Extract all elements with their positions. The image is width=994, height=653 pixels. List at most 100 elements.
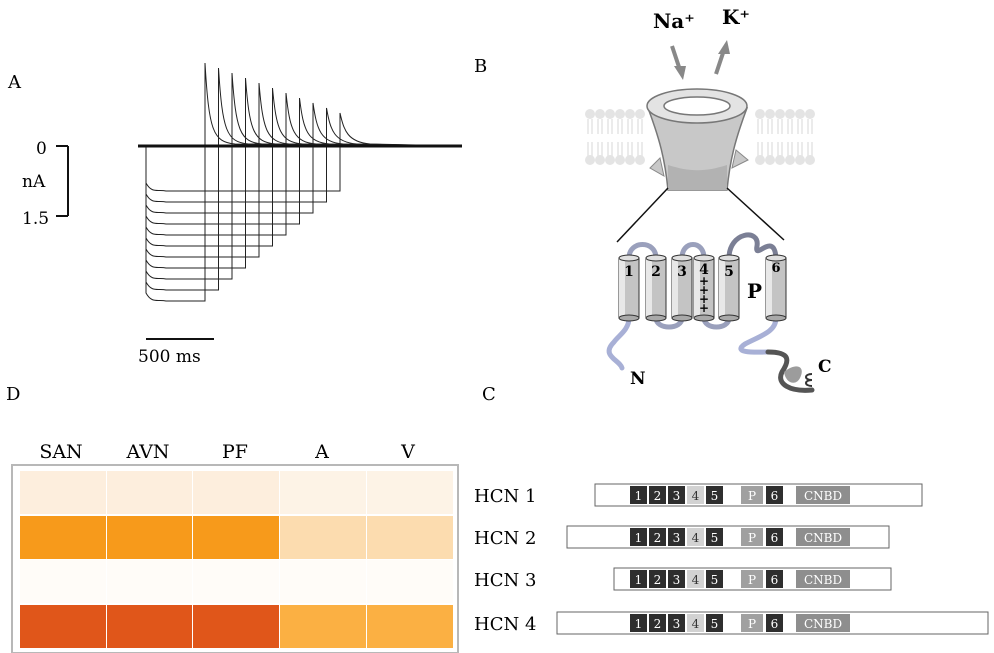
segment-box [668,528,685,546]
heatmap-cell [367,560,453,603]
time-scale-bar: 500 ms [138,338,214,367]
panel-a-label: A [7,72,22,93]
voltage-sensor-charge: + [699,283,709,297]
helix-number: 6 [771,261,780,276]
panel-c-label: C [482,384,496,405]
heatmap-cell [193,516,279,559]
segment-6-box [766,614,783,632]
segment-box [687,486,704,504]
heatmap-cell [107,516,192,559]
scale-unit-label: nA [22,172,46,192]
heatmap-cell [367,471,453,514]
heatmap-cell [193,605,279,648]
heatmap-cell [107,471,192,514]
heatmap-cell [280,605,366,648]
current-trace [145,97,463,225]
pore-label: P [748,617,756,631]
segment-box [649,528,666,546]
segment-number: 5 [711,617,719,631]
segment-box [630,570,647,588]
pore-label: P [748,531,756,545]
segment-6-box [766,486,783,504]
segment-box [706,570,723,588]
expression-heatmap: SAN AVN PF A V [11,441,459,653]
helix-number: 1 [624,264,634,280]
heatmap-column-label: SAN [39,441,82,463]
pore-label: P [748,573,756,587]
current-trace [145,102,463,214]
hcn-channel-pore [646,88,749,191]
segment-number: 3 [673,573,681,587]
helix-segment-4: 4++++ [693,254,715,322]
scale-top-label: 0 [36,139,47,159]
segment-box [687,614,704,632]
pore-loop-label: P [747,279,762,303]
helix-number: 5 [724,264,734,280]
cnbd-label: CNBD [804,531,842,545]
current-trace [145,77,463,269]
current-trace [145,67,463,291]
hcn-isoform-row: HCN 3 1 2 3 4 5 P 6 CNBD [474,567,892,591]
cnbd-box [796,570,850,588]
segment-box [706,528,723,546]
sodium-ion-label: Na⁺ [653,9,695,33]
pore-box [741,614,763,632]
helix-segment-2: 2 [645,254,667,322]
cnbd-label: CNBD [804,489,842,503]
segment-box [630,528,647,546]
segment-number: 6 [771,531,779,545]
potassium-ion-label: K⁺ [722,5,750,29]
segment-number: 6 [771,489,779,503]
segment-box [687,528,704,546]
helix-segment-1: 1 [618,254,640,322]
segment-box [668,486,685,504]
heatmap-cell [280,560,366,603]
cnbd-box [796,528,850,546]
current-trace [145,107,463,203]
current-trace [145,92,463,236]
heatmap-cell [367,516,453,559]
segment-number: 2 [654,573,662,587]
heatmap-cell [107,560,192,603]
lipid-bilayer [585,109,815,165]
segment-number: 2 [654,617,662,631]
transmembrane-segments: 1 2 3 4++++5 6 [618,254,787,322]
helix-number: 2 [651,264,661,280]
segment-number: 1 [635,489,643,503]
segment-number: 4 [692,617,700,631]
scale-bottom-label: 1.5 [22,209,49,229]
segment-box [630,614,647,632]
segment-number: 3 [673,531,681,545]
segment-number: 6 [771,573,779,587]
heatmap-cell [193,560,279,603]
segment-number: 5 [711,489,719,503]
cnbd-box [796,486,850,504]
segment-number: 3 [673,617,681,631]
heatmap-column-label: PF [222,441,248,463]
cnbd-label: CNBD [804,617,842,631]
segment-6-box [766,528,783,546]
transmembrane-topology [606,232,815,393]
voltage-sensor-charge: + [699,274,709,288]
zoom-guide-lines [616,187,785,243]
voltage-sensor-charge: + [699,292,709,306]
pore-box [741,570,763,588]
segment-box [706,614,723,632]
hcn-isoform-row: HCN 4 1 2 3 4 5 P 6 CNBD [474,611,989,635]
segment-box [706,486,723,504]
c-terminus-label: C [818,357,832,377]
sodium-influx-arrow [670,45,686,80]
isoform-name: HCN 1 [474,486,536,507]
helix-segment-6: 6 [765,254,787,322]
segment-box [649,486,666,504]
segment-number: 1 [635,573,643,587]
segment-number: 4 [692,573,700,587]
panel-d-label: D [6,384,20,405]
segment-number: 3 [673,489,681,503]
segment-number: 1 [635,531,643,545]
segment-box [630,486,647,504]
segment-box [668,614,685,632]
segment-box [687,570,704,588]
pore-box [741,528,763,546]
heatmap-cell [20,605,106,648]
